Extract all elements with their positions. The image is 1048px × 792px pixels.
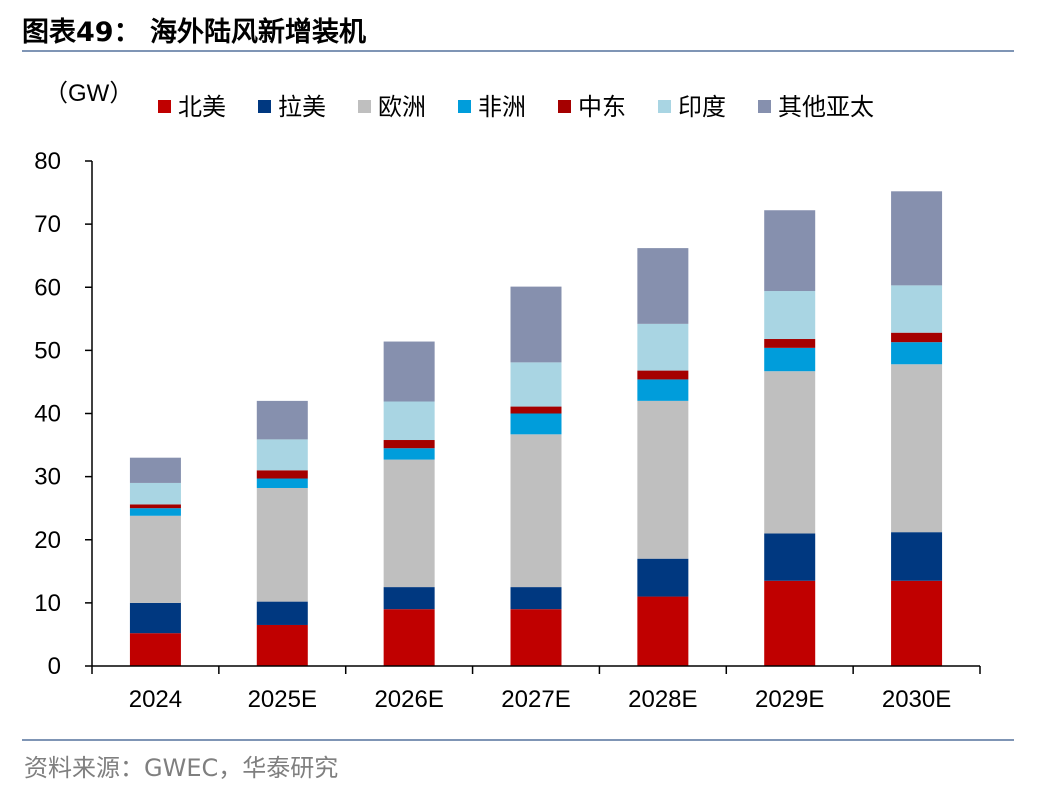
x-tick-label-4: 2027E	[501, 686, 570, 713]
bar-segment-5-6	[764, 339, 816, 348]
figure-title: 图表49： 海外陆风新增装机	[22, 17, 366, 48]
legend: 北美 拉美 欧洲 非洲 中东 印度 其他亚太	[158, 93, 874, 121]
legend-label-6: 印度	[678, 93, 726, 121]
bar-segment-3-7	[891, 364, 943, 533]
bar-segment-4-4	[510, 413, 562, 435]
bar-segment-5-7	[891, 332, 943, 343]
axes: 0 10 20 30 40 50 60 70 80 2024 2025E 2026E 2027E 2028…	[34, 148, 981, 713]
bar-segment-5-5	[637, 370, 689, 380]
bar-segment-4-6	[764, 347, 816, 372]
y-tick-label-4: 30	[34, 464, 61, 491]
bar-segment-6-6	[764, 291, 816, 340]
bar-segment-6-1	[129, 482, 181, 505]
bar-segment-7-2	[256, 400, 308, 440]
y-tick-label-8: 70	[34, 211, 61, 238]
bar-segment-2-2	[256, 601, 308, 625]
y-axis-unit-label: （GW）	[44, 80, 133, 107]
bar-segment-3-5	[637, 400, 689, 559]
x-tick-label-2: 2025E	[248, 686, 317, 713]
bar-segment-3-4	[510, 434, 562, 588]
bar-segment-1-7	[891, 580, 943, 666]
legend-swatch-7	[758, 100, 771, 113]
x-tick-label-7: 2030E	[882, 686, 951, 713]
legend-swatch-5	[558, 100, 571, 113]
y-tick-label-9: 80	[34, 148, 61, 175]
y-tick-label-3: 20	[34, 527, 61, 554]
bar-segment-4-3	[383, 448, 435, 460]
bar-segment-4-2	[256, 478, 308, 488]
bar-segment-1-2	[256, 624, 308, 666]
bar-segment-4-7	[891, 342, 943, 365]
bar-segment-7-6	[764, 210, 816, 292]
legend-swatch-2	[258, 100, 271, 113]
y-tick-label-7: 60	[34, 274, 61, 301]
bars	[129, 191, 943, 666]
bar-segment-1-1	[129, 633, 181, 666]
bar-segment-6-4	[510, 362, 562, 407]
bar-segment-2-6	[764, 533, 816, 581]
x-tick-label-3: 2026E	[374, 686, 443, 713]
y-tick-label-5: 40	[34, 401, 61, 428]
bar-segment-7-7	[891, 191, 943, 286]
title-divider	[22, 50, 1014, 52]
legend-label-3: 欧洲	[378, 93, 426, 121]
legend-label-1: 北美	[178, 93, 226, 121]
x-tick-label-1: 2024	[129, 686, 182, 713]
legend-label-7: 其他亚太	[778, 93, 874, 121]
bar-segment-2-3	[383, 587, 435, 610]
legend-label-5: 中东	[578, 93, 626, 121]
legend-label-4: 非洲	[478, 93, 526, 121]
source-divider	[22, 739, 1014, 741]
bar-segment-6-2	[256, 439, 308, 471]
bar-segment-5-2	[256, 470, 308, 479]
bar-segment-5-1	[129, 504, 181, 509]
bar-segment-1-3	[383, 609, 435, 666]
bar-segment-2-5	[637, 558, 689, 597]
bar-segment-7-5	[637, 248, 689, 324]
y-tick-label-6: 50	[34, 337, 61, 364]
bar-segment-1-6	[764, 580, 816, 666]
bar-segment-7-3	[383, 341, 435, 402]
bar-segment-3-1	[129, 515, 181, 603]
bar-segment-7-1	[129, 457, 181, 483]
bar-segment-4-5	[637, 379, 689, 401]
bar-segment-6-7	[891, 285, 943, 333]
bar-segment-6-3	[383, 401, 435, 441]
bar-segment-2-4	[510, 587, 562, 610]
x-tick-label-6: 2029E	[755, 686, 824, 713]
legend-swatch-1	[158, 100, 171, 113]
bar-segment-3-3	[383, 459, 435, 588]
legend-label-2: 拉美	[278, 93, 326, 121]
bar-segment-6-5	[637, 323, 689, 371]
bar-segment-2-1	[129, 602, 181, 634]
source-note: 资料来源：GWEC，华泰研究	[24, 754, 339, 782]
bar-segment-1-5	[637, 596, 689, 666]
legend-swatch-4	[458, 100, 471, 113]
y-tick-label-2: 10	[34, 590, 61, 617]
bar-segment-5-3	[383, 440, 435, 449]
bar-segment-3-6	[764, 371, 816, 534]
x-tick-label-5: 2028E	[628, 686, 697, 713]
bar-segment-2-7	[891, 532, 943, 581]
bar-segment-4-1	[129, 508, 181, 516]
bar-segment-1-4	[510, 609, 562, 666]
legend-swatch-3	[358, 100, 371, 113]
legend-swatch-6	[658, 100, 671, 113]
bar-segment-7-4	[510, 286, 562, 363]
bar-segment-5-4	[510, 406, 562, 414]
y-tick-label-1: 0	[48, 653, 61, 680]
bar-segment-3-2	[256, 487, 308, 602]
